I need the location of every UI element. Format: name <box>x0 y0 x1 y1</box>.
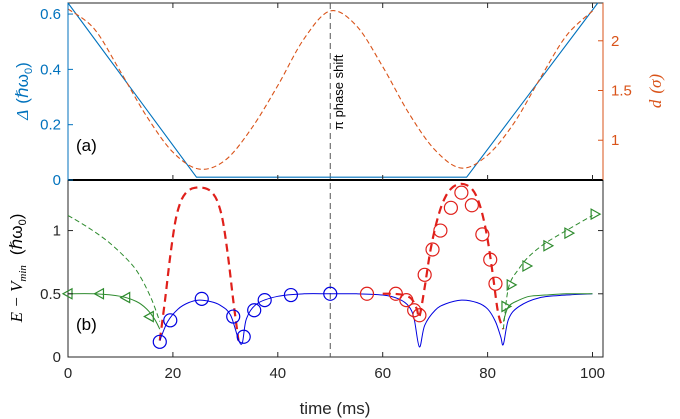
green-right-triangles-marker <box>522 259 534 272</box>
ytick-b-label: 0.5 <box>40 286 61 303</box>
red-circles-marker <box>388 286 403 301</box>
ylabel-b: E − Vmin(ℏω0) <box>7 214 29 324</box>
xtick-label: 80 <box>479 365 496 382</box>
ylabel-a-right: d(σ) <box>646 74 665 109</box>
xtick-label: 20 <box>165 365 182 382</box>
ytick-b-label: 0 <box>53 349 61 366</box>
red-circles-marker <box>483 252 498 267</box>
xtick-label: 100 <box>580 365 605 382</box>
blue-circles-marker <box>257 293 272 308</box>
blue-circles-marker <box>152 334 167 349</box>
green-right-triangles-marker <box>506 278 518 291</box>
xlabel: time (ms) <box>300 399 371 418</box>
ytick-a-left-label: 0.4 <box>40 61 61 78</box>
series-d <box>67 8 593 170</box>
green-left-triangles-marker <box>143 310 154 323</box>
red-circles-marker <box>488 276 503 291</box>
red-circles-marker <box>425 242 440 257</box>
blue-circles-marker <box>194 291 209 306</box>
green-right-triangles-marker <box>543 239 555 252</box>
ytick-a-left-label: 0.6 <box>40 6 61 23</box>
ytick-a-left-label: 0 <box>53 172 61 189</box>
blue-circles-marker <box>226 309 241 324</box>
red-circles-marker <box>433 223 448 238</box>
green-right-triangles-marker <box>564 227 576 240</box>
xtick-label: 0 <box>64 365 72 382</box>
green-right-triangles-marker <box>501 300 513 313</box>
blue-circles-marker <box>247 303 262 318</box>
green-right-triangles-marker <box>590 208 602 221</box>
series-green-solid-right <box>502 293 593 322</box>
blue-circles-marker <box>163 313 178 328</box>
series-red-dash-left <box>158 186 240 341</box>
red-circles-marker <box>412 308 427 323</box>
blue-circles-marker <box>283 287 299 303</box>
phase-shift-annotation: π phase shift <box>331 54 346 130</box>
red-circles-marker <box>399 293 414 308</box>
red-circles-marker <box>417 267 432 282</box>
ytick-b-label: 1 <box>53 223 61 240</box>
red-circles-marker <box>359 286 375 301</box>
blue-circles-marker <box>323 286 338 301</box>
xtick-label: 40 <box>269 365 286 382</box>
red-circles-marker <box>454 185 469 200</box>
panel-b-label: (b) <box>76 315 97 334</box>
ytick-a-right-label: 1 <box>611 132 619 149</box>
blue-circles-marker <box>236 329 251 344</box>
series-green-dash <box>67 214 161 322</box>
red-circles-marker <box>464 198 479 213</box>
red-circles-marker <box>443 200 458 215</box>
xtick-label: 60 <box>374 365 391 382</box>
ylabel-a-left: Δ(ℏω0) <box>13 62 35 121</box>
series-green-dash-right <box>502 214 593 330</box>
panel-a-label: (a) <box>76 136 97 155</box>
green-left-triangles-marker <box>119 291 131 304</box>
ytick-a-right-label: 2 <box>611 33 619 50</box>
ytick-a-left-label: 0.2 <box>40 117 61 134</box>
series-Δ <box>67 2 599 178</box>
red-circles-marker <box>475 227 490 242</box>
series-blue-solid <box>159 293 593 348</box>
red-circles-marker <box>407 303 422 318</box>
green-left-triangles-marker <box>93 287 105 300</box>
ytick-a-right-label: 1.5 <box>611 83 632 100</box>
